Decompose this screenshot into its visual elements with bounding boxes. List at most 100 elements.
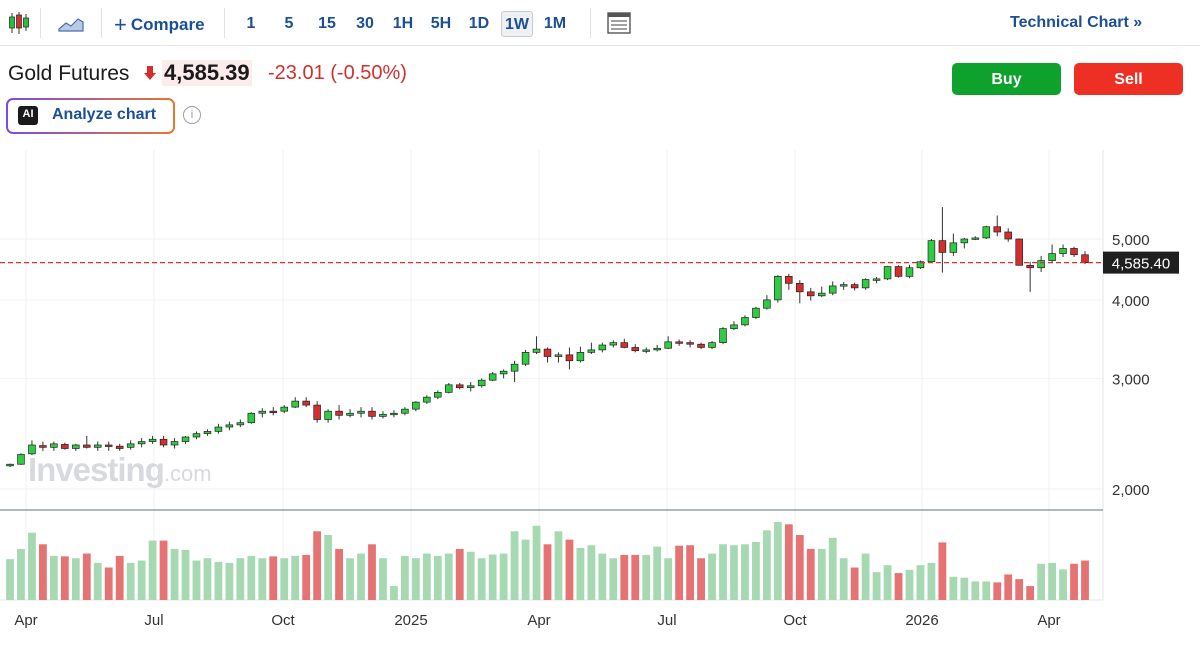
candle: [697, 342, 705, 350]
interval-15[interactable]: 15: [318, 15, 336, 32]
candle: [752, 306, 760, 319]
compare-button[interactable]: + Compare: [114, 13, 205, 36]
candle-body: [488, 373, 497, 381]
candle-body: [1081, 254, 1089, 263]
y-tick-label: 5,000: [1112, 232, 1150, 249]
arrow-down-icon: [143, 65, 157, 86]
volume-bar: [203, 558, 212, 600]
info-icon[interactable]: i: [183, 106, 201, 124]
candle: [17, 453, 25, 465]
candle-body: [949, 242, 958, 253]
candle-body: [137, 441, 146, 445]
price-chart[interactable]: 2,000 3,000 4,000 5,000 Apr Jul Oct 2025 Apr Jul O…: [0, 150, 1200, 653]
compare-label: Compare: [130, 15, 205, 34]
volume-bar: [916, 565, 925, 600]
volume-bar: [521, 539, 530, 600]
candle-body: [697, 343, 705, 348]
volume-bar: [773, 522, 782, 600]
interval-1w[interactable]: 1W: [501, 11, 533, 37]
interval-1h[interactable]: 1H: [392, 15, 414, 32]
y-tick-label: 3,000: [1112, 371, 1150, 388]
candle-body: [686, 342, 694, 345]
volume-bar: [565, 539, 574, 600]
price-change: -23.01 (-0.50%): [268, 62, 407, 84]
candlestick-icon[interactable]: [6, 9, 32, 37]
candle-body: [50, 443, 58, 448]
candle: [357, 407, 365, 418]
volume-bar: [609, 558, 618, 600]
volume-bar: [653, 546, 662, 600]
candle-body: [1048, 253, 1056, 261]
candle: [894, 265, 903, 278]
volume-bar: [642, 554, 651, 600]
volume-bar: [795, 535, 804, 600]
candle-body: [1037, 260, 1045, 269]
interval-1[interactable]: 1: [246, 15, 256, 32]
interval-30[interactable]: 30: [356, 15, 374, 32]
volume-bar: [1026, 586, 1035, 600]
candle-body: [817, 292, 826, 297]
buy-button[interactable]: Buy: [952, 63, 1061, 95]
candle: [839, 282, 848, 290]
interval-1d[interactable]: 1D: [468, 15, 490, 32]
candle-body: [61, 444, 69, 449]
candle: [39, 441, 47, 451]
interval-5h[interactable]: 5H: [430, 15, 452, 32]
candle: [960, 237, 969, 249]
candle: [126, 440, 135, 450]
volume-bar: [971, 581, 980, 600]
interval-5[interactable]: 5: [284, 15, 294, 32]
candle-body: [730, 324, 738, 329]
area-chart-icon[interactable]: [56, 9, 86, 37]
candle-body: [576, 352, 585, 362]
candle: [192, 431, 201, 440]
volume-bar: [335, 548, 343, 600]
volume-bar: [181, 549, 190, 600]
volume-bar: [357, 553, 365, 600]
candle: [258, 408, 267, 418]
technical-chart-link[interactable]: Technical Chart »: [1010, 14, 1143, 31]
volume-bar: [828, 537, 837, 600]
volume-bar: [39, 544, 47, 600]
candle: [6, 463, 14, 467]
candle-body: [664, 341, 672, 349]
volume-bar: [455, 548, 464, 600]
table-view-icon[interactable]: [605, 9, 633, 37]
candle: [510, 360, 519, 383]
sell-button[interactable]: Sell: [1074, 63, 1183, 95]
volume-bar: [499, 553, 508, 600]
volume-bar: [686, 545, 695, 600]
candle-body: [993, 226, 1001, 233]
candle: [466, 382, 475, 392]
interval-1m[interactable]: 1M: [543, 15, 567, 32]
volume-bar: [960, 577, 969, 600]
candle-body: [971, 237, 980, 240]
x-tick-label: 2025: [394, 612, 427, 629]
last-price: 4,585.39: [162, 60, 252, 86]
candle-body: [839, 284, 848, 287]
candle: [455, 382, 464, 390]
candle: [741, 315, 749, 327]
candle-body: [313, 404, 321, 420]
candle: [203, 429, 212, 436]
candle: [379, 411, 387, 419]
candle-body: [565, 354, 574, 362]
candle-body: [390, 412, 398, 416]
candle-body: [741, 317, 749, 326]
toolbar-divider: [590, 8, 591, 38]
volume-bar: [1004, 574, 1013, 600]
candle-body: [807, 291, 815, 297]
analyze-chart-button[interactable]: AI Analyze chart: [6, 98, 175, 134]
candle-body: [368, 410, 376, 417]
volume-bar: [543, 544, 552, 600]
candle-body: [499, 370, 508, 375]
watermark-suffix: .com: [163, 461, 212, 486]
volume-bar: [225, 562, 234, 600]
volume-bar: [466, 551, 475, 600]
candle: [434, 390, 442, 400]
candle: [280, 405, 288, 414]
candle: [181, 435, 190, 444]
x-tick-label: Jul: [144, 612, 163, 629]
volume-bar: [1015, 579, 1024, 600]
x-tick-label: Jul: [657, 612, 676, 629]
